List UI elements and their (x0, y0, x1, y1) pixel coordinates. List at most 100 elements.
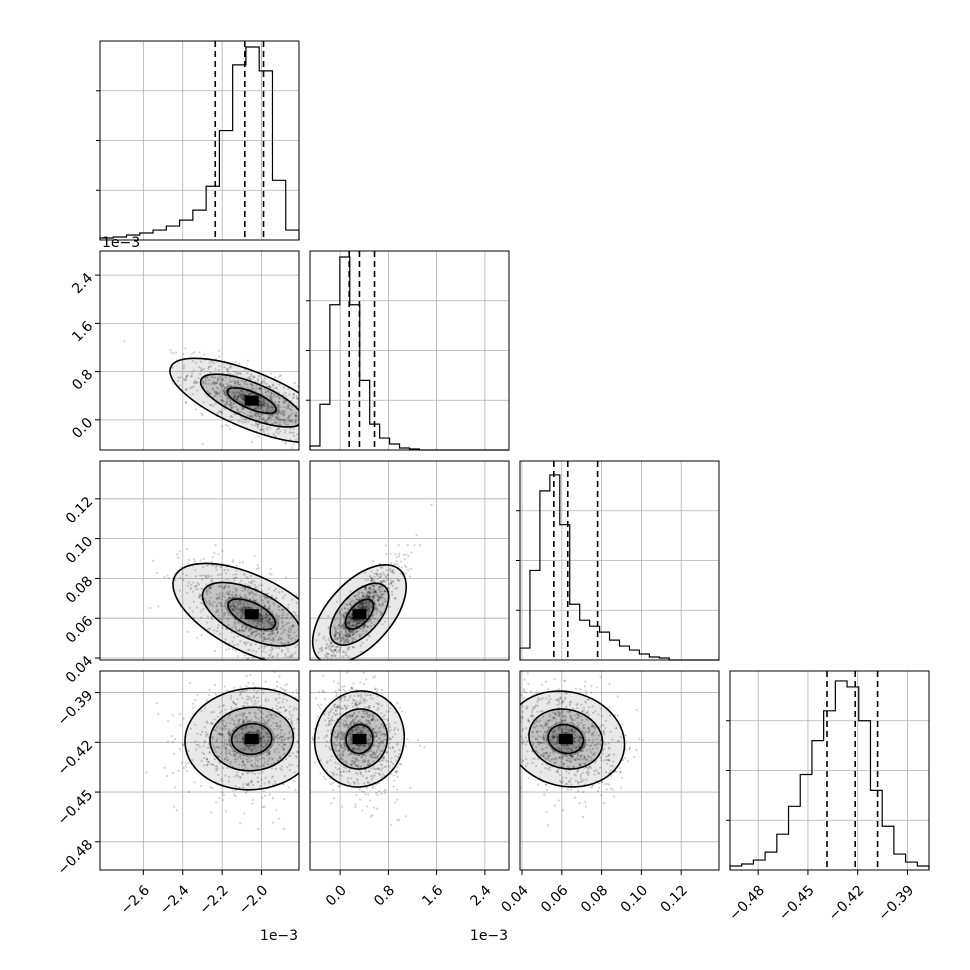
sample-point (262, 763, 265, 766)
sample-point (211, 604, 214, 608)
sample-point (283, 421, 286, 424)
sample-point (360, 695, 363, 698)
sample-point (588, 728, 591, 731)
sample-point (290, 626, 293, 629)
sample-point (524, 765, 527, 768)
sample-point (536, 738, 539, 741)
sample-point (371, 588, 374, 591)
sample-point (231, 594, 234, 597)
sample-point (289, 741, 292, 744)
sample-point (523, 678, 526, 681)
sample-point (256, 689, 259, 693)
sample-point (293, 771, 296, 774)
sample-point (288, 393, 291, 396)
sample-point (307, 762, 309, 764)
sample-point (296, 692, 299, 695)
sample-point (291, 412, 294, 415)
sample-point (211, 580, 214, 583)
sample-point (231, 700, 235, 703)
sample-point (236, 775, 239, 778)
sample-point (255, 650, 258, 653)
sample-point (250, 385, 254, 389)
sample-point (296, 750, 299, 754)
sample-point (357, 619, 360, 622)
sample-point (534, 737, 537, 740)
contour-middle (201, 581, 299, 647)
sample-point (207, 367, 210, 370)
sample-point (242, 712, 246, 715)
sample-point (216, 609, 219, 613)
sample-point (242, 393, 246, 396)
sample-point (404, 572, 407, 575)
sample-point (371, 697, 375, 700)
sample-point (381, 750, 384, 753)
sample-point (221, 727, 224, 731)
sample-point (261, 735, 265, 739)
sample-point (234, 576, 237, 579)
sample-point (373, 590, 376, 593)
sample-point (251, 656, 254, 659)
sample-point (262, 403, 265, 406)
sample-point (262, 594, 265, 598)
sample-point (233, 686, 236, 689)
sample-point (281, 687, 284, 691)
sample-point (337, 632, 340, 635)
sample-point (352, 624, 355, 627)
sample-point (231, 608, 234, 611)
sample-point (281, 620, 284, 623)
sample-point (271, 776, 274, 779)
sample-point (364, 624, 367, 627)
panel-background (100, 461, 299, 660)
sample-point (287, 636, 290, 640)
sample-point (347, 664, 349, 666)
sample-point (321, 667, 323, 669)
sample-point (218, 632, 221, 635)
sample-point (536, 751, 539, 754)
sample-point (242, 720, 246, 723)
sample-point (267, 622, 270, 625)
sample-point (258, 407, 262, 410)
sample-point (289, 420, 292, 423)
sample-point (286, 405, 289, 408)
sample-point (356, 618, 360, 621)
sample-point (377, 742, 380, 745)
sample-point (304, 438, 306, 440)
sample-point (349, 603, 352, 606)
sample-point (365, 585, 368, 589)
sample-point (235, 397, 238, 400)
sample-point (208, 586, 211, 589)
sample-point (290, 736, 293, 739)
sample-point (348, 601, 352, 605)
sample-point (333, 703, 336, 706)
sample-point (242, 607, 245, 611)
sample-point (588, 729, 591, 732)
density-peak (244, 733, 259, 744)
sample-point (343, 704, 346, 708)
sample-point (248, 627, 251, 631)
sample-point (242, 763, 246, 767)
sample-point (274, 698, 277, 702)
sample-point (217, 624, 220, 627)
sample-point (323, 736, 326, 739)
sample-point (228, 713, 231, 716)
sample-point (376, 593, 379, 596)
sample-point (516, 757, 518, 759)
sample-point (375, 749, 378, 752)
sample-point (360, 693, 363, 696)
sample-point (232, 379, 235, 382)
sample-point (288, 642, 291, 645)
sample-point (203, 574, 206, 577)
sample-point (363, 626, 366, 629)
sample-point (599, 675, 602, 679)
sample-point (336, 712, 339, 716)
sample-point (356, 758, 359, 761)
sample-point (325, 735, 328, 738)
sample-point (266, 613, 269, 616)
sample-point (281, 413, 284, 416)
sample-point (218, 375, 221, 378)
sample-point (352, 747, 355, 750)
sample-point (211, 786, 214, 790)
sample-point (277, 743, 281, 746)
sample-point (237, 603, 240, 606)
sample-point (531, 714, 535, 717)
